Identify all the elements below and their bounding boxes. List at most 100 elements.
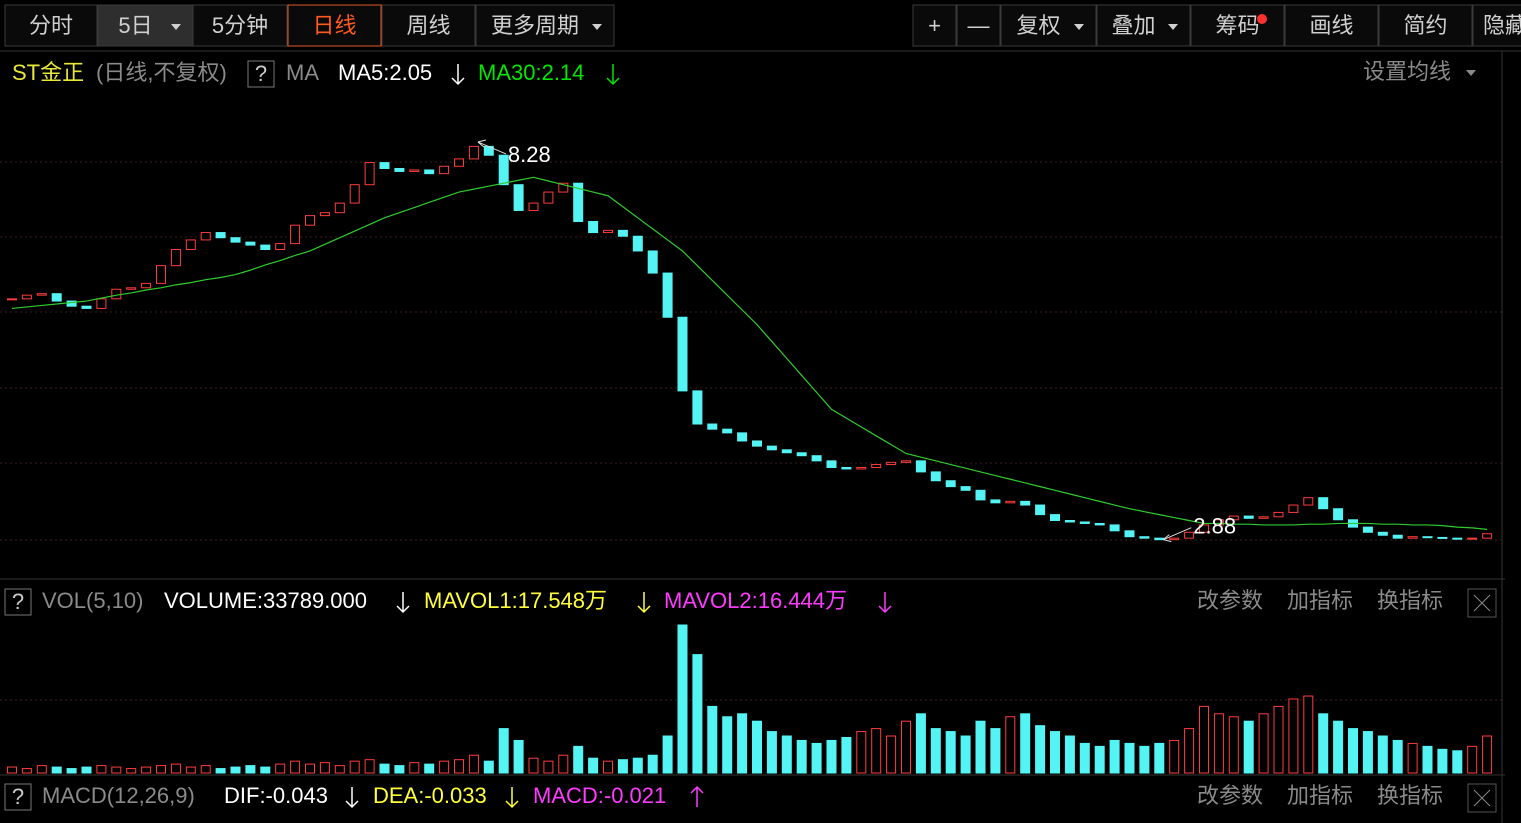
notification-dot [1257, 14, 1267, 24]
candle [543, 191, 554, 204]
toolbar-label[interactable]: 叠加 [1111, 13, 1155, 38]
volume-bar [960, 735, 971, 774]
volume-bar [1303, 695, 1314, 774]
volume-bar [1139, 745, 1150, 774]
candle [707, 423, 718, 430]
volume-bar [1333, 720, 1344, 774]
volume-bar [975, 720, 986, 774]
toolbar-label[interactable]: 周线 [406, 13, 450, 38]
toolbar-label[interactable]: 画线 [1309, 13, 1353, 38]
candle [21, 294, 32, 300]
candle [1005, 500, 1016, 504]
candle [1407, 536, 1418, 539]
help[interactable]: ? [255, 61, 267, 86]
help-box[interactable] [4, 783, 32, 811]
candle [603, 229, 613, 234]
candle [1050, 514, 1060, 522]
help[interactable]: ? [12, 589, 24, 614]
toolbar-button[interactable] [956, 4, 1001, 47]
volume-bar [96, 765, 107, 774]
toolbar-button[interactable] [287, 4, 382, 47]
volume-bar [588, 757, 599, 774]
indicator-button[interactable]: 换指标 [1377, 588, 1443, 613]
volume-bar [1377, 735, 1388, 774]
dea: DEA:-0.033 [373, 783, 487, 808]
low-label: 2.88 [1193, 513, 1236, 538]
toolbar-label[interactable]: 更多周期 [491, 13, 579, 38]
volume-bar [111, 766, 122, 774]
candle [349, 184, 360, 204]
indicator-button[interactable]: 加指标 [1287, 588, 1353, 613]
candle [662, 272, 673, 318]
candle [66, 300, 77, 307]
toolbar-label[interactable]: 简约 [1403, 13, 1447, 38]
candle [781, 449, 792, 454]
dropdown [171, 24, 181, 30]
toolbar-label[interactable]: 5分钟 [212, 13, 268, 38]
volume-bar [498, 728, 509, 774]
toolbar-label[interactable]: 分时 [29, 13, 73, 38]
toolbar-label[interactable]: + [928, 13, 941, 38]
indicator-button[interactable]: 加指标 [1287, 783, 1353, 808]
toolbar-label[interactable]: 日线 [312, 13, 356, 38]
volume-bar [543, 760, 554, 774]
volume-bar [722, 716, 733, 774]
candle [394, 167, 405, 172]
toolbar-button[interactable] [192, 4, 288, 47]
toolbar-label[interactable]: 5日 [118, 13, 152, 38]
help[interactable]: ? [12, 784, 24, 809]
indicator-button[interactable]: 改参数 [1197, 783, 1263, 808]
toolbar-label[interactable]: 隐藏 [1483, 13, 1521, 38]
toolbar-button[interactable] [1378, 4, 1473, 47]
candle [1228, 515, 1239, 521]
volume-bar [737, 713, 748, 774]
candle [364, 162, 375, 186]
candle [379, 162, 390, 169]
ma5: MA5:2.05 [338, 60, 432, 85]
volume-bar [1124, 742, 1135, 774]
toolbar-button[interactable] [1190, 4, 1285, 47]
toolbar-button[interactable] [4, 4, 98, 47]
volume-value: VOLUME:33789.000 [164, 588, 367, 613]
volume-bar [1109, 739, 1120, 774]
close-box[interactable] [1467, 783, 1497, 813]
volume-bar [36, 765, 47, 774]
ma-label: MA [286, 60, 319, 85]
candle [1199, 524, 1209, 533]
indicator-button[interactable]: 换指标 [1377, 783, 1443, 808]
candle [796, 452, 807, 457]
toolbar-button[interactable] [381, 4, 476, 47]
toolbar-button[interactable] [1284, 4, 1379, 47]
indicator-button[interactable]: 改参数 [1197, 588, 1263, 613]
volume-bar [1422, 745, 1433, 774]
volume-bar [319, 762, 330, 774]
toolbar-label[interactable]: 筹码 [1215, 13, 1259, 38]
volume-bar [871, 728, 882, 774]
arrow-down [606, 64, 620, 86]
ma-settings[interactable]: 设置均线 [1363, 59, 1451, 84]
candle [51, 293, 62, 302]
candle [632, 235, 643, 252]
volume-bar [1437, 748, 1448, 774]
toolbar-label[interactable]: 复权 [1016, 13, 1060, 38]
arrow-down [345, 787, 359, 809]
toolbar-button[interactable] [475, 4, 615, 47]
dropdown [592, 24, 602, 30]
volume-bar [379, 763, 390, 774]
help-box[interactable] [4, 588, 32, 616]
candle [528, 202, 539, 211]
help-box[interactable] [247, 60, 275, 88]
candle [1154, 537, 1165, 541]
toolbar-button[interactable] [912, 4, 957, 47]
volume-bar [409, 762, 420, 774]
candle [111, 288, 122, 300]
close-box[interactable] [1467, 588, 1497, 618]
volume-bar [528, 757, 539, 774]
candle [975, 489, 986, 501]
candle [200, 232, 211, 241]
volume-bar [7, 766, 17, 774]
toolbar-button[interactable] [1472, 4, 1521, 47]
volume-bar [990, 728, 1001, 774]
toolbar-label[interactable]: — [968, 13, 990, 38]
candle [1437, 536, 1448, 539]
